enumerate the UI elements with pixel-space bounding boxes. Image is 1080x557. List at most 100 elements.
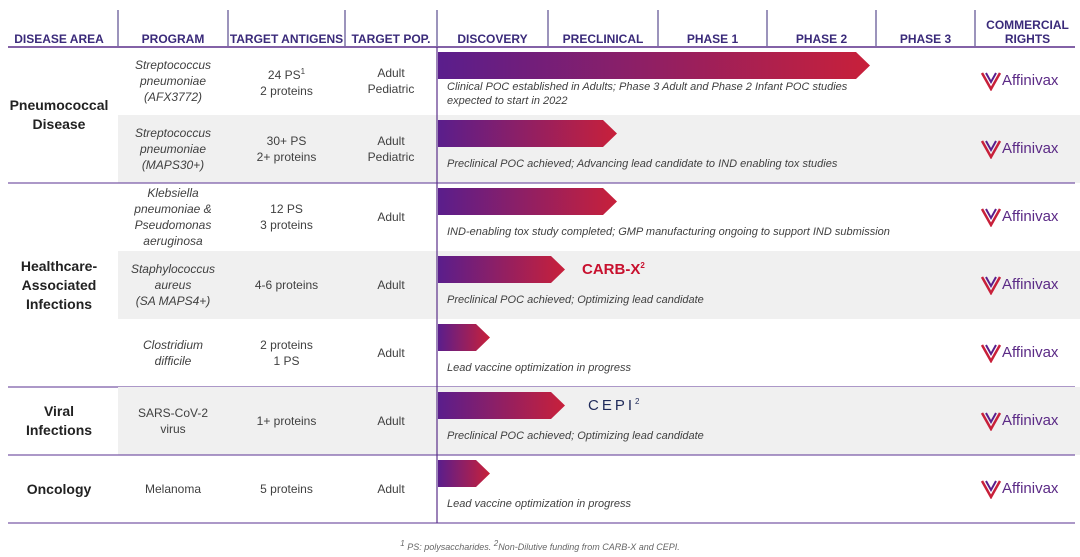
- column-header: TARGET ANTIGENS: [228, 8, 345, 46]
- program-line: Clostridium: [142, 338, 203, 352]
- status-note: IND-enabling tox study completed; GMP ma…: [447, 225, 890, 239]
- area-line: Pneumococcal: [9, 97, 109, 113]
- area-line: Viral: [43, 403, 75, 419]
- population-cell: Adult: [345, 251, 437, 319]
- rights-logo: Affinivax: [980, 409, 1058, 431]
- program-line: pneumoniae &: [134, 202, 212, 216]
- progress-arrow: [438, 120, 617, 147]
- antigen-line: 24 PS1: [267, 66, 306, 82]
- population-cell: Adult: [345, 387, 437, 455]
- header-text: DISCOVERY: [457, 32, 528, 46]
- header-text: PRECLINICAL: [562, 32, 644, 46]
- population-line: Adult: [377, 278, 405, 292]
- partner-footnote: 2: [640, 261, 645, 270]
- program-line: (SA MAPS4+): [135, 294, 211, 308]
- program-line: Klebsiella: [147, 186, 199, 200]
- note-line: Lead vaccine optimization in progress: [447, 362, 632, 374]
- area-line: Oncology: [26, 480, 92, 497]
- status-note: Lead vaccine optimization in progress: [447, 497, 631, 511]
- note-line: Preclinical POC achieved; Optimizing lea…: [447, 430, 704, 442]
- logo-icon: [980, 344, 1002, 363]
- progress-arrow: [438, 52, 870, 79]
- column-header: PHASE 2: [767, 8, 876, 46]
- logo-icon: [980, 208, 1002, 227]
- program-line: (MAPS30+): [141, 158, 205, 172]
- population-cell: Adult: [345, 183, 437, 251]
- population-line: Adult: [377, 66, 405, 80]
- header-text: COMMERCIAL RIGHTS: [986, 18, 1069, 46]
- status-note: Clinical POC established in Adults; Phas…: [447, 80, 847, 108]
- program-line: virus: [160, 422, 186, 436]
- program-line: (AFX3772): [143, 90, 203, 104]
- antigen-line: 30+ PS: [266, 134, 307, 148]
- antigen-line: 1 PS: [273, 354, 300, 368]
- program-line: SARS-CoV-2: [137, 406, 209, 420]
- rights-logo: Affinivax: [980, 205, 1058, 227]
- note-line: Preclinical POC achieved; Advancing lead…: [447, 158, 838, 170]
- logo-icon: [980, 140, 1002, 159]
- header-text: DISEASE AREA: [14, 32, 104, 46]
- logo-icon: [980, 276, 1002, 295]
- header-text: TARGET ANTIGENS: [229, 32, 344, 46]
- status-note: Lead vaccine optimization in progress: [447, 361, 631, 375]
- antigen-line: 4-6 proteins: [254, 278, 319, 292]
- header-text: PHASE 3: [899, 32, 952, 46]
- footnote-text: PS: polysaccharides.: [404, 542, 494, 552]
- header-text: TARGET POP.: [351, 32, 431, 46]
- antigen-line: 3 proteins: [260, 218, 313, 232]
- antigen-line: 2 proteins: [260, 338, 313, 352]
- program-line: pneumoniae: [139, 142, 207, 156]
- footnote-sup: 2: [493, 539, 499, 548]
- antigens-cell: 12 PS 3 proteins: [228, 183, 345, 251]
- population-line: Adult: [377, 482, 405, 496]
- rights-logo: Affinivax: [980, 69, 1058, 91]
- disease-area: Healthcare- Associated Infections: [0, 183, 118, 387]
- column-header: DISEASE AREA: [0, 8, 118, 46]
- rights-name: Affinivax: [1002, 343, 1059, 361]
- rights-logo: Affinivax: [980, 273, 1058, 295]
- partner-logo: CEPI2: [588, 397, 642, 414]
- program-cell: SARS-CoV-2 virus: [118, 387, 228, 455]
- header-text: PHASE 1: [686, 32, 739, 46]
- column-header: PHASE 3: [876, 8, 975, 46]
- progress-arrow: [438, 460, 490, 487]
- program-line: Streptococcus: [134, 126, 212, 140]
- program-cell: Streptococcus pneumoniae (AFX3772): [118, 47, 228, 115]
- note-line: IND-enabling tox study completed; GMP ma…: [447, 226, 890, 238]
- antigen-footnote: 1: [300, 66, 306, 76]
- note-line: Preclinical POC achieved; Optimizing lea…: [447, 294, 704, 306]
- population-cell: Adult: [345, 455, 437, 523]
- status-note: Preclinical POC achieved; Advancing lead…: [447, 157, 837, 171]
- program-line: aeruginosa: [143, 234, 203, 248]
- population-line: Adult: [377, 414, 405, 428]
- antigen-line: 5 proteins: [260, 482, 313, 496]
- row-band: [118, 251, 1080, 319]
- program-cell: Staphylococcus aureus (SA MAPS4+): [118, 251, 228, 319]
- progress-arrow: [438, 256, 565, 283]
- program-line: Streptococcus: [134, 58, 212, 72]
- status-note: Preclinical POC achieved; Optimizing lea…: [447, 293, 704, 307]
- antigen-line: 2 proteins: [260, 83, 313, 98]
- partner-footnote: 2: [635, 397, 643, 406]
- rights-name: Affinivax: [1002, 71, 1059, 89]
- antigen-line: 1+ proteins: [256, 414, 317, 428]
- antigens-cell: 4-6 proteins: [228, 251, 345, 319]
- antigens-cell: 30+ PS 2+ proteins: [228, 115, 345, 183]
- program-cell: Klebsiella pneumoniae & Pseudomonas aerugin…: [118, 183, 228, 251]
- disease-area: Oncology: [0, 455, 118, 523]
- note-line: expected to start in 2022: [447, 95, 568, 107]
- antigens-cell: 24 PS1 2 proteins: [228, 47, 345, 115]
- population-line: Adult: [377, 210, 405, 224]
- column-header: PHASE 1: [658, 8, 767, 46]
- area-line: Infections: [25, 422, 93, 438]
- logo-icon: [980, 480, 1002, 499]
- footnote-sup: 1: [400, 539, 405, 548]
- population-line: Pediatric: [367, 150, 415, 164]
- logo-icon: [980, 412, 1002, 431]
- logo-icon: [980, 72, 1002, 91]
- antigen-line: 12 PS: [270, 202, 303, 216]
- program-line: pneumoniae: [139, 74, 207, 88]
- row-band: [118, 387, 1080, 455]
- column-header: PRECLINICAL: [548, 8, 658, 46]
